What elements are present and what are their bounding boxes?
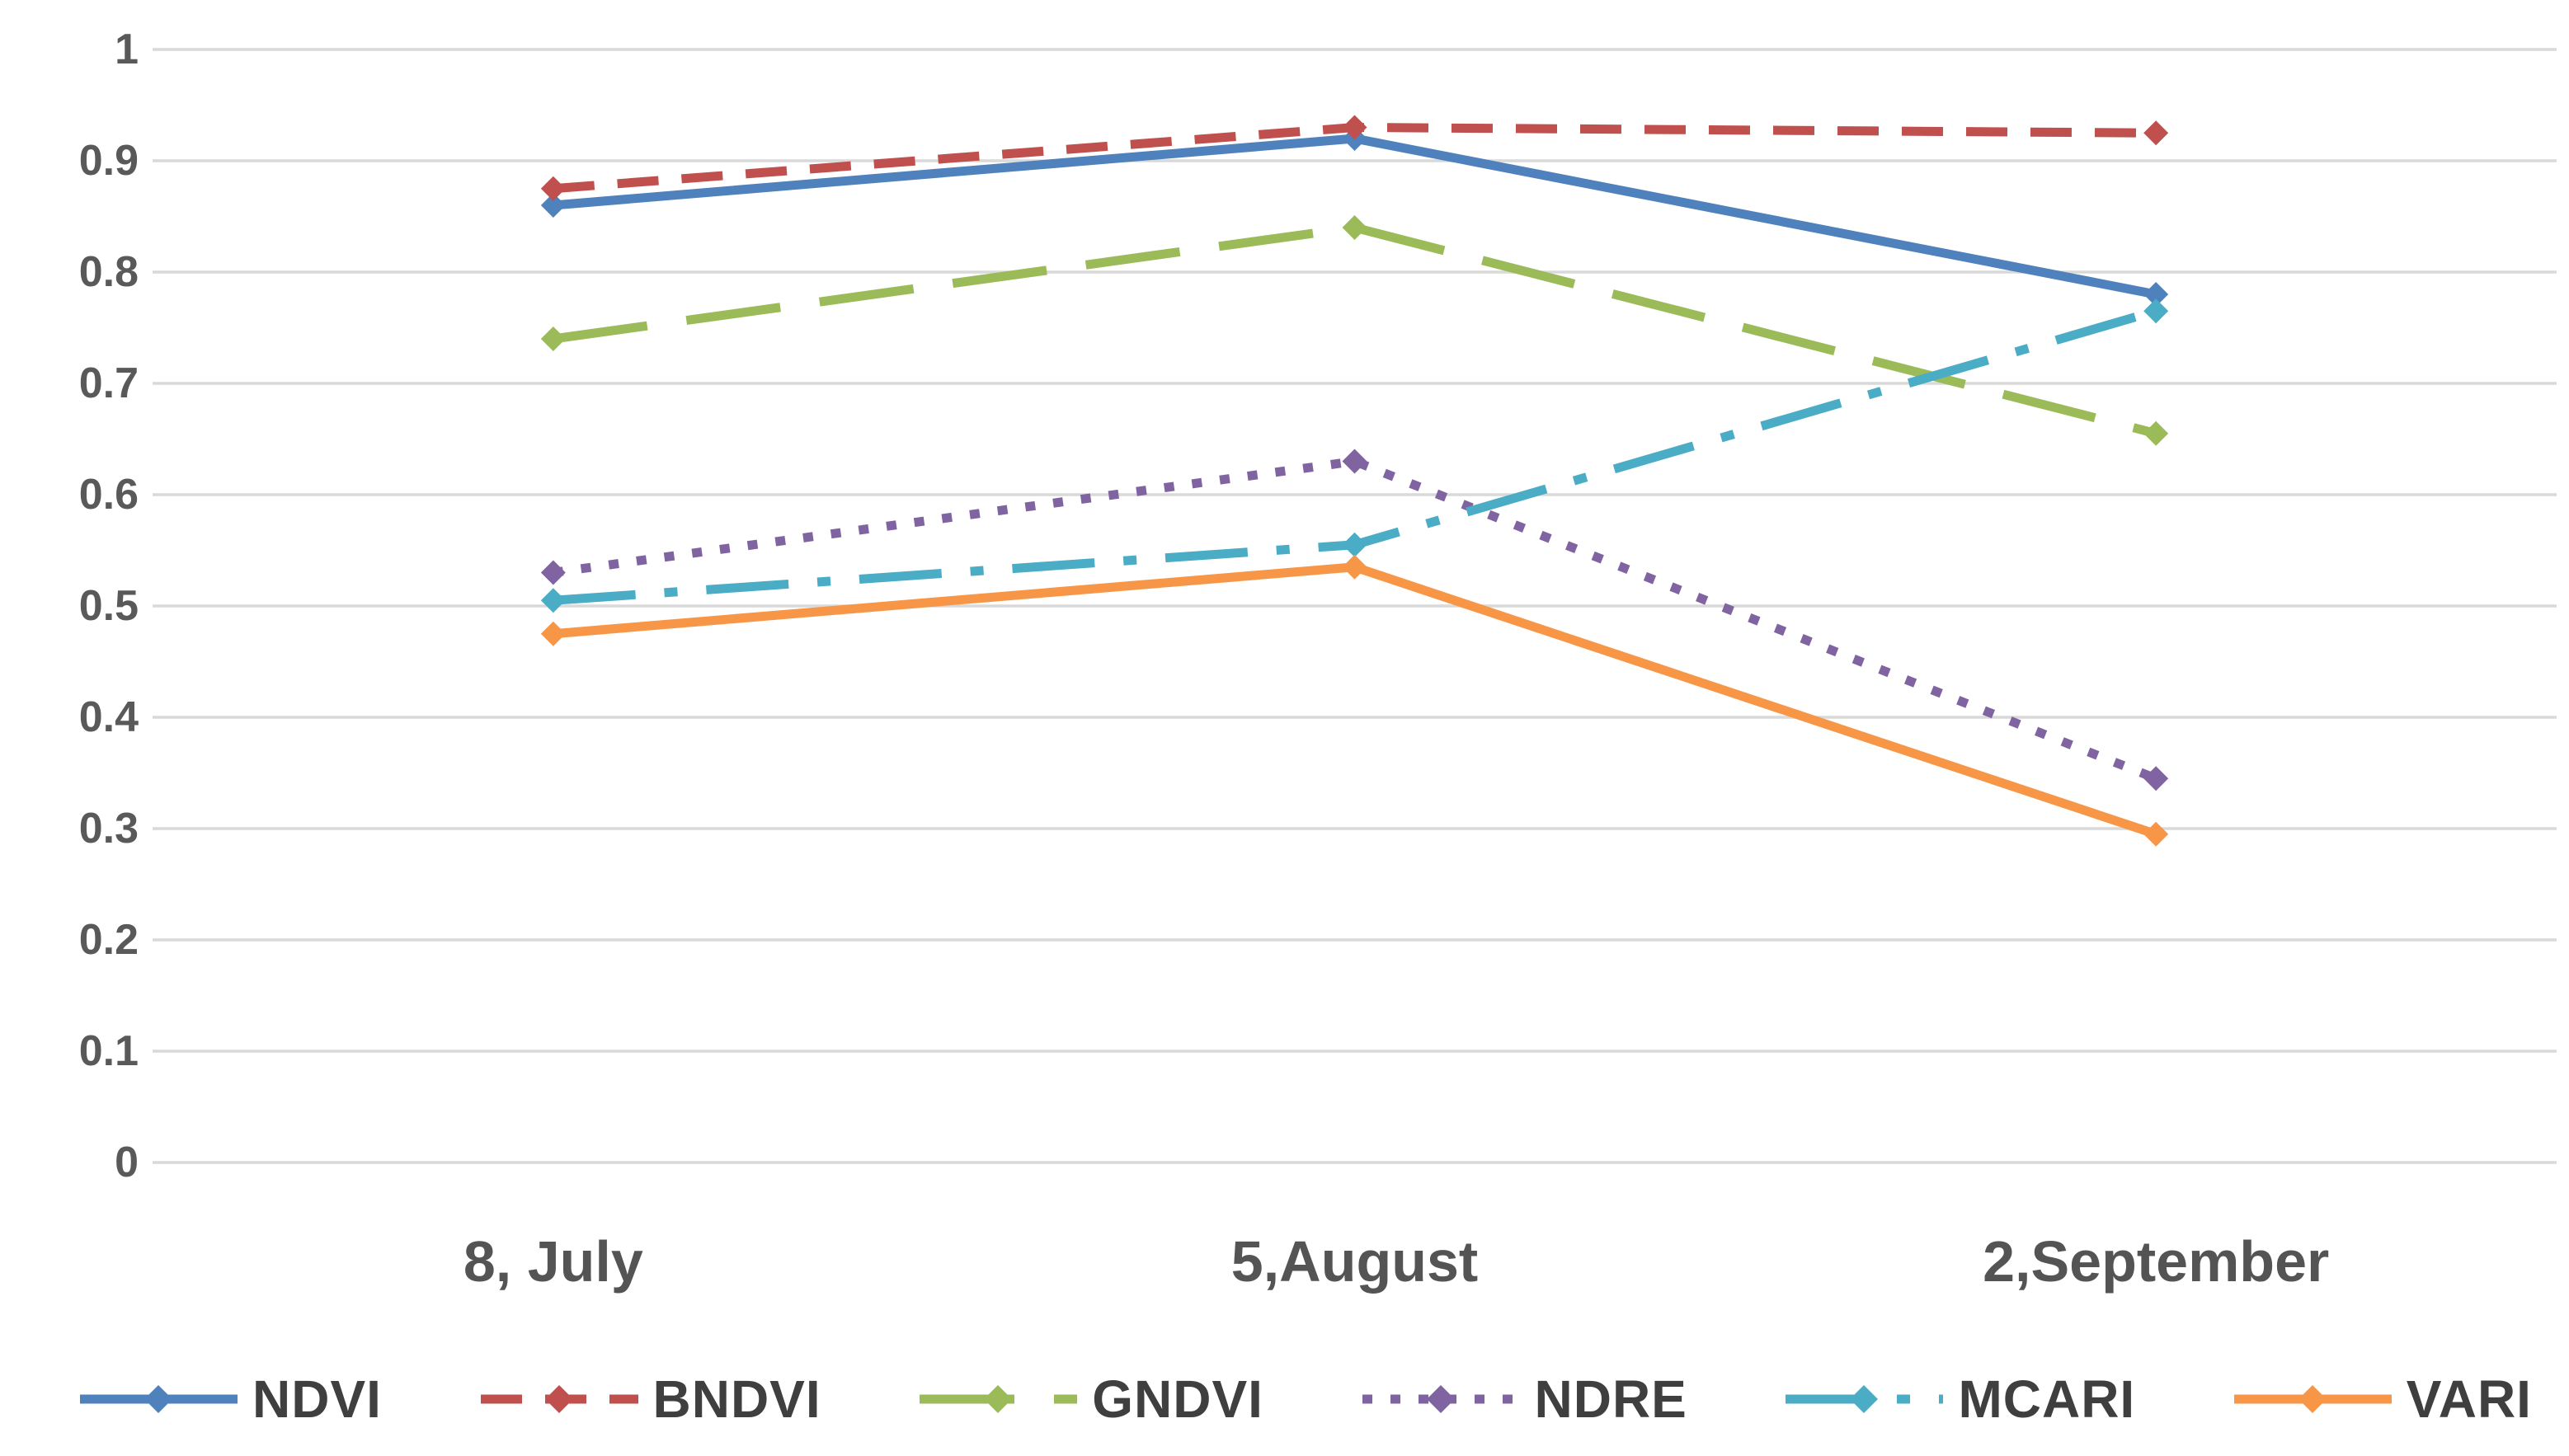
series-line-ndre [553,457,2158,783]
legend-item-ndre: NDRE [1361,1369,1687,1430]
legend-label: NDVI [252,1369,382,1429]
legend-line-sample-ndvi [80,1385,238,1413]
legend-marker-ndvi [144,1385,172,1413]
legend-line-sample-vari [2233,1385,2392,1413]
series-lines [540,115,2169,847]
legend-line-sample-ndre [1362,1385,1520,1413]
data-point-marker-ndre [540,560,566,585]
y-axis-tick-label: 0.3 [78,805,139,852]
data-point-marker-ndvi [540,193,566,218]
data-point-marker-ndre [1342,449,1367,474]
legend-label: NDRE [1534,1369,1687,1429]
data-point-marker-vari [1342,554,1367,580]
data-point-marker-gndvi [2143,420,2169,446]
legend-marker-ndre [1426,1385,1455,1413]
data-point-marker-gndvi [540,326,566,351]
legend-label: BNDVI [652,1369,821,1429]
y-axis-tick-label: 0 [115,1139,139,1186]
legend-line-sample-bndvi [480,1385,638,1413]
legend-label: VARI [2406,1369,2532,1429]
data-point-marker-bndvi [2143,120,2169,146]
y-axis-tick-label: 0.2 [78,916,139,964]
y-axis-tick-label: 0.4 [78,693,139,741]
legend-item-bndvi: BNDVI [479,1369,821,1430]
y-axis-tick-label: 0.8 [78,248,139,296]
series-line-gndvi [553,223,2157,439]
y-axis-tick-label: 1 [115,26,139,73]
legend-label: GNDVI [1092,1369,1263,1429]
legend-line-sample-mcari [1786,1385,1944,1413]
data-point-marker-ndre [2143,766,2169,791]
legend-marker-vari [2298,1385,2327,1413]
legend-line-sample-gndvi [920,1385,1078,1413]
legend-item-gndvi: GNDVI [918,1369,1263,1430]
data-point-marker-gndvi [1342,215,1367,240]
y-axis-tick-label: 0.1 [78,1027,139,1075]
legend-item-ndvi: NDVI [78,1369,382,1430]
y-axis-tick-label: 0.5 [78,582,139,630]
x-axis-category-label: 8, July [463,1229,643,1294]
data-point-marker-mcari [540,588,566,613]
data-point-marker-bndvi [1342,115,1367,140]
data-point-marker-ndvi [2143,282,2169,307]
legend-marker-mcari [1850,1385,1879,1413]
legend-marker-bndvi [544,1385,573,1413]
y-axis-tick-label: 0.6 [78,471,139,519]
legend-item-mcari: MCARI [1784,1369,2135,1430]
legend-item-vari: VARI [2233,1369,2532,1430]
data-point-marker-vari [540,621,566,646]
y-axis-tick-label: 0.9 [78,137,139,185]
data-point-marker-bndvi [540,176,566,201]
data-point-marker-vari [2143,821,2169,847]
x-axis-category-label: 2,September [1983,1229,2330,1294]
x-axis-category-label: 5,August [1230,1229,1479,1294]
legend-marker-gndvi [984,1385,1013,1413]
chart-legend: NDVI BNDVI GNDVI NDRE MCARI VARI [78,1369,2532,1430]
data-point-marker-mcari [1342,532,1367,557]
y-axis-tick-label: 0.7 [78,359,139,407]
legend-label: MCARI [1958,1369,2136,1429]
data-point-marker-mcari [2143,298,2169,324]
